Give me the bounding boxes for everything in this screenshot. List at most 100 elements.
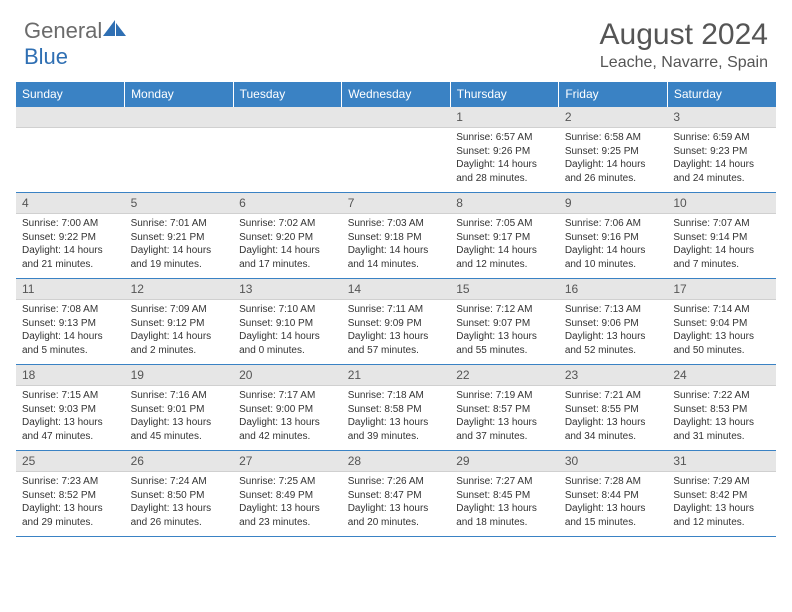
- sunrise-text: Sunrise: 7:21 AM: [565, 389, 662, 403]
- sunrise-text: Sunrise: 7:07 AM: [673, 217, 770, 231]
- day-number: 22: [450, 365, 559, 386]
- dayname-wed: Wednesday: [342, 82, 451, 107]
- sunset-text: Sunset: 8:47 PM: [348, 489, 445, 503]
- day-number: 26: [125, 451, 234, 472]
- daylight-text: Daylight: 13 hours and 57 minutes.: [348, 330, 445, 357]
- sunset-text: Sunset: 8:57 PM: [456, 403, 553, 417]
- logo-text: GeneralBlue: [24, 18, 128, 70]
- sunset-text: Sunset: 9:06 PM: [565, 317, 662, 331]
- day-details: Sunrise: 7:11 AMSunset: 9:09 PMDaylight:…: [342, 300, 451, 361]
- calendar-cell: 10Sunrise: 7:07 AMSunset: 9:14 PMDayligh…: [667, 193, 776, 279]
- calendar-week: 18Sunrise: 7:15 AMSunset: 9:03 PMDayligh…: [16, 365, 776, 451]
- day-number: 15: [450, 279, 559, 300]
- day-number: 13: [233, 279, 342, 300]
- dayname-sun: Sunday: [16, 82, 125, 107]
- day-details: Sunrise: 7:10 AMSunset: 9:10 PMDaylight:…: [233, 300, 342, 361]
- day-number: 16: [559, 279, 668, 300]
- day-number: 28: [342, 451, 451, 472]
- calendar-cell: 28Sunrise: 7:26 AMSunset: 8:47 PMDayligh…: [342, 451, 451, 537]
- day-details: Sunrise: 7:21 AMSunset: 8:55 PMDaylight:…: [559, 386, 668, 447]
- day-details: Sunrise: 7:29 AMSunset: 8:42 PMDaylight:…: [667, 472, 776, 533]
- calendar-cell: 2Sunrise: 6:58 AMSunset: 9:25 PMDaylight…: [559, 107, 668, 193]
- day-number: 14: [342, 279, 451, 300]
- daylight-text: Daylight: 13 hours and 55 minutes.: [456, 330, 553, 357]
- day-details: Sunrise: 7:19 AMSunset: 8:57 PMDaylight:…: [450, 386, 559, 447]
- day-number: 5: [125, 193, 234, 214]
- sunrise-text: Sunrise: 7:28 AM: [565, 475, 662, 489]
- sunset-text: Sunset: 9:20 PM: [239, 231, 336, 245]
- calendar-cell: 16Sunrise: 7:13 AMSunset: 9:06 PMDayligh…: [559, 279, 668, 365]
- calendar-cell: 12Sunrise: 7:09 AMSunset: 9:12 PMDayligh…: [125, 279, 234, 365]
- daylight-text: Daylight: 14 hours and 26 minutes.: [565, 158, 662, 185]
- calendar-cell: .: [125, 107, 234, 193]
- day-number: 4: [16, 193, 125, 214]
- daylight-text: Daylight: 14 hours and 19 minutes.: [131, 244, 228, 271]
- sunset-text: Sunset: 9:21 PM: [131, 231, 228, 245]
- sunset-text: Sunset: 9:01 PM: [131, 403, 228, 417]
- day-details: Sunrise: 7:17 AMSunset: 9:00 PMDaylight:…: [233, 386, 342, 447]
- sunrise-text: Sunrise: 7:23 AM: [22, 475, 119, 489]
- calendar-cell: .: [16, 107, 125, 193]
- calendar-cell: 23Sunrise: 7:21 AMSunset: 8:55 PMDayligh…: [559, 365, 668, 451]
- daylight-text: Daylight: 14 hours and 0 minutes.: [239, 330, 336, 357]
- day-number: 25: [16, 451, 125, 472]
- dayname-tue: Tuesday: [233, 82, 342, 107]
- month-title: August 2024: [600, 18, 768, 52]
- day-number: 31: [667, 451, 776, 472]
- sunset-text: Sunset: 9:00 PM: [239, 403, 336, 417]
- day-details: Sunrise: 7:06 AMSunset: 9:16 PMDaylight:…: [559, 214, 668, 275]
- calendar-cell: 25Sunrise: 7:23 AMSunset: 8:52 PMDayligh…: [16, 451, 125, 537]
- sunset-text: Sunset: 9:23 PM: [673, 145, 770, 159]
- calendar-cell: 3Sunrise: 6:59 AMSunset: 9:23 PMDaylight…: [667, 107, 776, 193]
- day-number: 23: [559, 365, 668, 386]
- day-details: Sunrise: 7:08 AMSunset: 9:13 PMDaylight:…: [16, 300, 125, 361]
- day-details: Sunrise: 7:13 AMSunset: 9:06 PMDaylight:…: [559, 300, 668, 361]
- daylight-text: Daylight: 13 hours and 29 minutes.: [22, 502, 119, 529]
- day-details: Sunrise: 6:59 AMSunset: 9:23 PMDaylight:…: [667, 128, 776, 189]
- calendar-cell: 5 Sunrise: 7:01 AMSunset: 9:21 PMDaylight…: [125, 193, 234, 279]
- calendar-cell: 8Sunrise: 7:05 AMSunset: 9:17 PMDaylight…: [450, 193, 559, 279]
- logo: GeneralBlue: [24, 18, 128, 70]
- logo-text-blue: Blue: [24, 44, 68, 69]
- sunset-text: Sunset: 9:26 PM: [456, 145, 553, 159]
- sunrise-text: Sunrise: 7:22 AM: [673, 389, 770, 403]
- day-details: Sunrise: 7:26 AMSunset: 8:47 PMDaylight:…: [342, 472, 451, 533]
- calendar-cell: 26Sunrise: 7:24 AMSunset: 8:50 PMDayligh…: [125, 451, 234, 537]
- dayname-sat: Saturday: [667, 82, 776, 107]
- calendar-cell: 15Sunrise: 7:12 AMSunset: 9:07 PMDayligh…: [450, 279, 559, 365]
- calendar-cell: 14Sunrise: 7:11 AMSunset: 9:09 PMDayligh…: [342, 279, 451, 365]
- calendar-week: 11Sunrise: 7:08 AMSunset: 9:13 PMDayligh…: [16, 279, 776, 365]
- calendar-week: ....1Sunrise: 6:57 AMSunset: 9:26 PMDayl…: [16, 107, 776, 193]
- day-number: 9: [559, 193, 668, 214]
- sunrise-text: Sunrise: 6:58 AM: [565, 131, 662, 145]
- calendar-cell: 21Sunrise: 7:18 AMSunset: 8:58 PMDayligh…: [342, 365, 451, 451]
- sunrise-text: Sunrise: 6:59 AM: [673, 131, 770, 145]
- day-details: Sunrise: 7:12 AMSunset: 9:07 PMDaylight:…: [450, 300, 559, 361]
- daylight-text: Daylight: 13 hours and 37 minutes.: [456, 416, 553, 443]
- daylight-text: Daylight: 14 hours and 5 minutes.: [22, 330, 119, 357]
- sunrise-text: Sunrise: 7:03 AM: [348, 217, 445, 231]
- day-details: Sunrise: 7:28 AMSunset: 8:44 PMDaylight:…: [559, 472, 668, 533]
- sunrise-text: Sunrise: 7:13 AM: [565, 303, 662, 317]
- daylight-text: Daylight: 13 hours and 50 minutes.: [673, 330, 770, 357]
- calendar-cell: .: [342, 107, 451, 193]
- dayname-thu: Thursday: [450, 82, 559, 107]
- page-header: GeneralBlue August 2024 Leache, Navarre,…: [0, 0, 792, 82]
- day-number: 11: [16, 279, 125, 300]
- sunset-text: Sunset: 9:14 PM: [673, 231, 770, 245]
- day-details: Sunrise: 7:03 AMSunset: 9:18 PMDaylight:…: [342, 214, 451, 275]
- sunrise-text: Sunrise: 7:05 AM: [456, 217, 553, 231]
- sunrise-text: Sunrise: 7:12 AM: [456, 303, 553, 317]
- sunset-text: Sunset: 9:03 PM: [22, 403, 119, 417]
- sunrise-text: Sunrise: 7:01 AM: [131, 217, 228, 231]
- calendar-cell: 24Sunrise: 7:22 AMSunset: 8:53 PMDayligh…: [667, 365, 776, 451]
- dayname-mon: Monday: [125, 82, 234, 107]
- sunset-text: Sunset: 9:17 PM: [456, 231, 553, 245]
- sunrise-text: Sunrise: 7:18 AM: [348, 389, 445, 403]
- sunset-text: Sunset: 8:45 PM: [456, 489, 553, 503]
- sunrise-text: Sunrise: 7:09 AM: [131, 303, 228, 317]
- day-number: 2: [559, 107, 668, 128]
- day-details: Sunrise: 7:00 AMSunset: 9:22 PMDaylight:…: [16, 214, 125, 275]
- daylight-text: Daylight: 13 hours and 12 minutes.: [673, 502, 770, 529]
- sunrise-text: Sunrise: 7:10 AM: [239, 303, 336, 317]
